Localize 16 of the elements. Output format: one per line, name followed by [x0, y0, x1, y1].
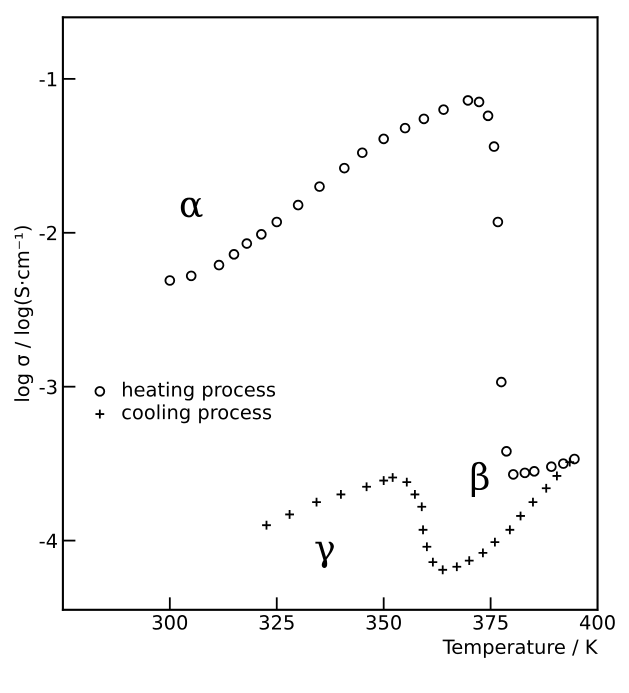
y-tick-label: -4 [40, 534, 57, 548]
annotation: α [180, 198, 202, 218]
legend-label: heating process [123, 382, 276, 401]
x-axis-title: Temperature / K [442, 640, 598, 658]
x-tick-label: 300 [152, 615, 188, 630]
annotation: γ [315, 542, 334, 568]
x-tick-label: 350 [366, 615, 401, 630]
y-tick-label: -3 [40, 380, 56, 394]
x-tick-label: 325 [260, 615, 294, 630]
x-tick-label: 400 [580, 615, 615, 630]
annotation: β [472, 462, 489, 498]
y-tick-label: -1 [40, 72, 56, 86]
y-tick-label: -2 [40, 226, 56, 240]
legend-label: cooling process [122, 404, 272, 424]
y-axis-title: log σ / log(S·cm⁻¹) [14, 226, 34, 401]
x-tick-label: 375 [474, 615, 508, 630]
